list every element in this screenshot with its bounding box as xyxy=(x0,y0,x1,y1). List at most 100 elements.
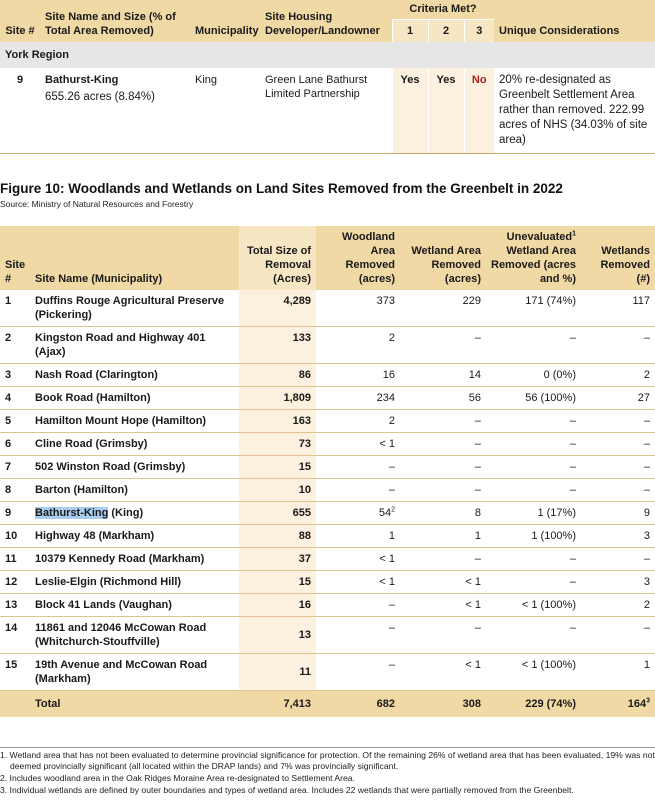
header-developer: Site Housing Developer/Landowner xyxy=(260,0,392,42)
site-name: Bathurst-King (King) xyxy=(30,501,239,525)
header-criteria-2: 2 xyxy=(427,19,464,42)
wetland-value: 1 xyxy=(400,524,486,548)
wetlands-count-value: 1 xyxy=(581,653,655,691)
footnote-2: 2. Includes woodland area in the Oak Rid… xyxy=(0,773,355,783)
municipality: King xyxy=(190,68,260,154)
table-row: 15 19th Avenue and McCowan Road (Markham… xyxy=(0,653,655,691)
total-size: 13 xyxy=(239,616,316,654)
total-size: 37 xyxy=(239,547,316,571)
header-unevaluated-rest: Wetland Area Removed (acres and %) xyxy=(491,245,576,285)
header-total-size: Total Size of Removal (Acres) xyxy=(239,226,316,290)
total-size: 133 xyxy=(239,326,316,364)
site-name: Cline Road (Grimsby) xyxy=(30,432,239,456)
header-site: Site # xyxy=(0,226,30,290)
table-row: 10 Highway 48 (Markham) 88 1 1 1 (100%) … xyxy=(0,524,655,548)
site-name: Block 41 Lands (Vaughan) xyxy=(30,593,239,617)
criteria-3-value: No xyxy=(463,68,495,154)
total-size: 15 xyxy=(239,570,316,594)
unevaluated-value: – xyxy=(486,326,581,364)
site-number: 13 xyxy=(0,593,30,617)
table-row: 11 10379 Kennedy Road (Markham) 37 < 1 –… xyxy=(0,547,655,571)
site-name: Leslie-Elgin (Richmond Hill) xyxy=(30,570,239,594)
total-size: 10 xyxy=(239,478,316,502)
header-criteria-1: 1 xyxy=(391,19,428,42)
wetland-value: < 1 xyxy=(400,593,486,617)
site-number: 14 xyxy=(0,616,30,654)
header-site-num: Site # xyxy=(0,0,40,42)
table-row: 1 Duffins Rouge Agricultural Preserve (P… xyxy=(0,290,655,327)
site-number: 9 xyxy=(0,501,30,525)
total-unevaluated: 229 (74%) xyxy=(486,690,581,717)
wetland-value: – xyxy=(400,455,486,479)
site-name: Bathurst-King xyxy=(45,74,119,86)
wetland-value: < 1 xyxy=(400,570,486,594)
site-number: 8 xyxy=(0,478,30,502)
header-woodland: Woodland Area Removed (acres) xyxy=(316,226,400,290)
woodland-value: – xyxy=(316,478,400,502)
figure-title: Figure 10: Woodlands and Wetlands on Lan… xyxy=(0,181,563,196)
table-row: 3 Nash Road (Clarington) 86 16 14 0 (0%)… xyxy=(0,363,655,387)
header-municipality: Municipality xyxy=(190,0,260,42)
header-wetland: Wetland Area Removed (acres) xyxy=(400,226,486,290)
wetland-value: < 1 xyxy=(400,653,486,691)
highlighted-site-name: Bathurst-King xyxy=(35,507,109,519)
header-unique: Unique Considerations xyxy=(494,0,655,42)
site-number: 7 xyxy=(0,455,30,479)
total-label: Total xyxy=(30,690,239,717)
wetland-value: – xyxy=(400,547,486,571)
wetlands-count-value: 3 xyxy=(581,524,655,548)
total-count-number: 164 xyxy=(627,698,647,710)
wetland-value: – xyxy=(400,616,486,654)
criteria-2-value: Yes xyxy=(427,68,464,154)
unevaluated-value: 0 (0%) xyxy=(486,363,581,387)
table-row: 4 Book Road (Hamilton) 1,809 234 56 56 (… xyxy=(0,386,655,410)
wetlands-count-value: – xyxy=(581,547,655,571)
wetland-value: – xyxy=(400,326,486,364)
woodland-value: 2 xyxy=(316,326,400,364)
wetlands-count-value: – xyxy=(581,409,655,433)
total-size: 163 xyxy=(239,409,316,433)
wetland-value: 8 xyxy=(400,501,486,525)
site-name: Duffins Rouge Agricultural Preserve (Pic… xyxy=(30,290,239,327)
footnote-ref-2: 2 xyxy=(391,506,395,514)
site-number: 6 xyxy=(0,432,30,456)
woodland-value: 542 xyxy=(316,501,400,525)
table-row: 9 Bathurst-King 655.26 acres (8.84%) Kin… xyxy=(0,68,655,154)
unevaluated-value: 1 (17%) xyxy=(486,501,581,525)
table-row: 5 Hamilton Mount Hope (Hamilton) 163 2 –… xyxy=(0,409,655,433)
wetland-value: – xyxy=(400,478,486,502)
site-criteria-table: Site # Site Name and Size (% of Total Ar… xyxy=(0,0,655,154)
table-row: 12 Leslie-Elgin (Richmond Hill) 15 < 1 <… xyxy=(0,570,655,594)
site-number: 3 xyxy=(0,363,30,387)
wetlands-count-value: 9 xyxy=(581,501,655,525)
wetlands-count-value: – xyxy=(581,478,655,502)
woodland-value: 1 xyxy=(316,524,400,548)
site-name: Book Road (Hamilton) xyxy=(30,386,239,410)
total-size: 73 xyxy=(239,432,316,456)
header-site-name: Site Name and Size (% of Total Area Remo… xyxy=(40,0,190,42)
wetlands-count-value: – xyxy=(581,432,655,456)
wetland-value: 56 xyxy=(400,386,486,410)
unevaluated-value: – xyxy=(486,547,581,571)
unevaluated-value: 171 (74%) xyxy=(486,290,581,327)
header-unevaluated-label: Unevaluated xyxy=(506,231,573,243)
wetland-value: – xyxy=(400,409,486,433)
site-municipality: (King) xyxy=(108,507,144,519)
header-criteria: Criteria Met? xyxy=(392,0,495,20)
wetlands-count-value: 2 xyxy=(581,363,655,387)
wetlands-count-value: – xyxy=(581,616,655,654)
unevaluated-value: – xyxy=(486,616,581,654)
unevaluated-value: – xyxy=(486,455,581,479)
total-row: Total 7,413 682 308 229 (74%) 1643 xyxy=(0,690,655,717)
total-size: 655 xyxy=(239,501,316,525)
total-spacer xyxy=(0,690,30,717)
total-woodland: 682 xyxy=(316,690,400,717)
table-row: 2 Kingston Road and Highway 401 (Ajax) 1… xyxy=(0,326,655,364)
wetlands-count-value: 27 xyxy=(581,386,655,410)
wetlands-count-value: – xyxy=(581,326,655,364)
table-row: 14 11861 and 12046 McCowan Road (Whitchu… xyxy=(0,616,655,654)
woodlands-wetlands-table: Site # Site Name (Municipality) Total Si… xyxy=(0,226,655,717)
site-name: Nash Road (Clarington) xyxy=(30,363,239,387)
total-size: 15 xyxy=(239,455,316,479)
unevaluated-value: < 1 (100%) xyxy=(486,593,581,617)
